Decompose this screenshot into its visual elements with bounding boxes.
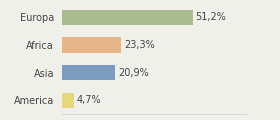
Text: 4,7%: 4,7% bbox=[76, 95, 101, 105]
Bar bbox=[62, 93, 74, 108]
Bar bbox=[62, 37, 122, 53]
Text: 20,9%: 20,9% bbox=[118, 68, 149, 78]
Bar bbox=[62, 65, 115, 80]
Bar bbox=[62, 10, 193, 25]
Text: 51,2%: 51,2% bbox=[195, 12, 227, 22]
Text: 23,3%: 23,3% bbox=[124, 40, 155, 50]
